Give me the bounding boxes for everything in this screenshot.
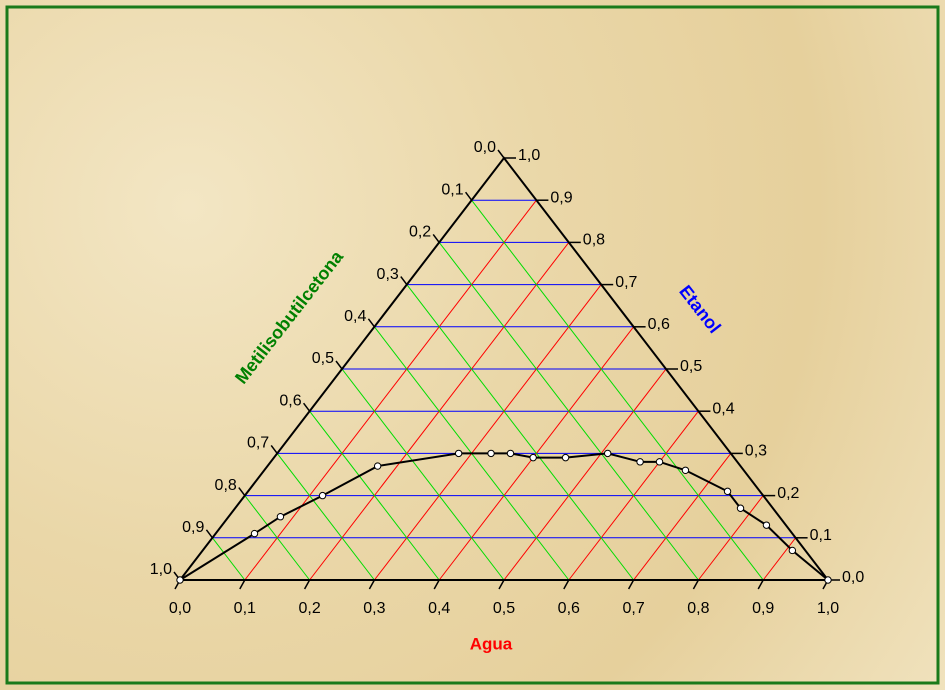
left-tick-label: 0,5 [312,350,334,367]
data-point [603,449,612,458]
tick-mark [303,402,311,412]
left-tick-label: 0,8 [215,477,237,494]
data-point [373,462,382,470]
right-tick-label: 0,8 [583,232,605,249]
grid-line [374,284,602,581]
tick-mark [238,487,246,497]
tick-mark [498,579,505,590]
data-point [723,487,732,496]
grid-line [438,242,699,581]
bottom-tick-label: 0,0 [169,600,191,617]
bottom-tick-label: 0,9 [752,600,774,617]
tick-mark [205,529,213,539]
right-tick-label: 0,3 [745,443,767,460]
left-tick-label: 0,0 [474,139,496,156]
tick-mark [335,360,343,370]
tick-mark [692,579,700,590]
data-point [681,466,690,474]
right-tick-label: 0,0 [842,569,864,586]
data-point [318,491,327,500]
data-point [762,521,771,529]
tick-mark [270,444,278,454]
bottom-tick-label: 0,2 [298,600,320,617]
data-point [176,576,184,584]
data-point [736,504,745,512]
axis-title: Etanol [675,281,725,337]
grid-line [762,537,796,581]
right-tick-label: 0,4 [712,400,734,417]
grid-line [341,368,505,581]
left-tick-label: 0,1 [441,181,463,198]
data-point [788,546,797,555]
data-point [276,513,285,521]
tick-mark [368,579,376,590]
tick-mark [563,579,570,590]
frame [5,5,940,685]
grid-line [503,368,667,581]
grid-line [244,495,310,581]
grid-line [309,410,440,581]
data-point [655,458,664,466]
data-point [487,449,495,458]
tick-mark [465,191,473,201]
right-tick-label: 0,7 [615,274,637,291]
bottom-tick-label: 0,3 [363,600,385,617]
bottom-tick-label: 1,0 [817,600,839,617]
right-tick-label: 0,1 [810,527,832,544]
grid-line [406,284,634,581]
data-point [561,453,570,462]
axis-title: Agua [470,634,513,653]
tick-mark [627,579,635,590]
bottom-tick-label: 0,7 [622,600,644,617]
right-tick-label: 0,9 [550,189,572,206]
left-tick-label: 0,9 [182,519,204,536]
left-tick-label: 0,3 [377,266,399,283]
data-point [529,453,537,462]
grid-line [276,453,375,581]
tick-mark [757,579,764,590]
bottom-tick-label: 0,4 [428,600,450,617]
bottom-tick-label: 0,8 [687,600,709,617]
tick-mark [239,579,246,590]
right-tick-label: 0,5 [680,358,702,375]
right-tick-label: 1,0 [518,147,540,164]
tick-mark [367,318,375,328]
left-tick-label: 0,4 [344,308,366,325]
bottom-tick-label: 0,6 [558,600,580,617]
data-point [824,576,832,584]
data-point [506,449,515,458]
tick-mark [303,579,311,590]
grid-line [471,199,764,581]
left-tick-label: 0,7 [247,435,269,452]
bottom-tick-label: 0,1 [234,600,256,617]
tick-mark [433,579,440,590]
tick-mark [497,149,505,159]
grid-line [633,453,732,581]
data-point [636,458,644,466]
tick-mark [432,233,440,243]
grid-line [212,537,246,581]
right-tick-label: 0,6 [648,316,670,333]
grid-line [244,199,537,581]
left-tick-label: 0,2 [409,224,431,241]
left-tick-label: 0,6 [279,392,301,409]
data-point [454,449,463,458]
left-tick-label: 1,0 [150,561,172,578]
bottom-tick-label: 0,5 [493,600,515,617]
right-tick-label: 0,2 [777,485,799,502]
tick-mark [400,276,408,286]
data-point [250,529,259,538]
